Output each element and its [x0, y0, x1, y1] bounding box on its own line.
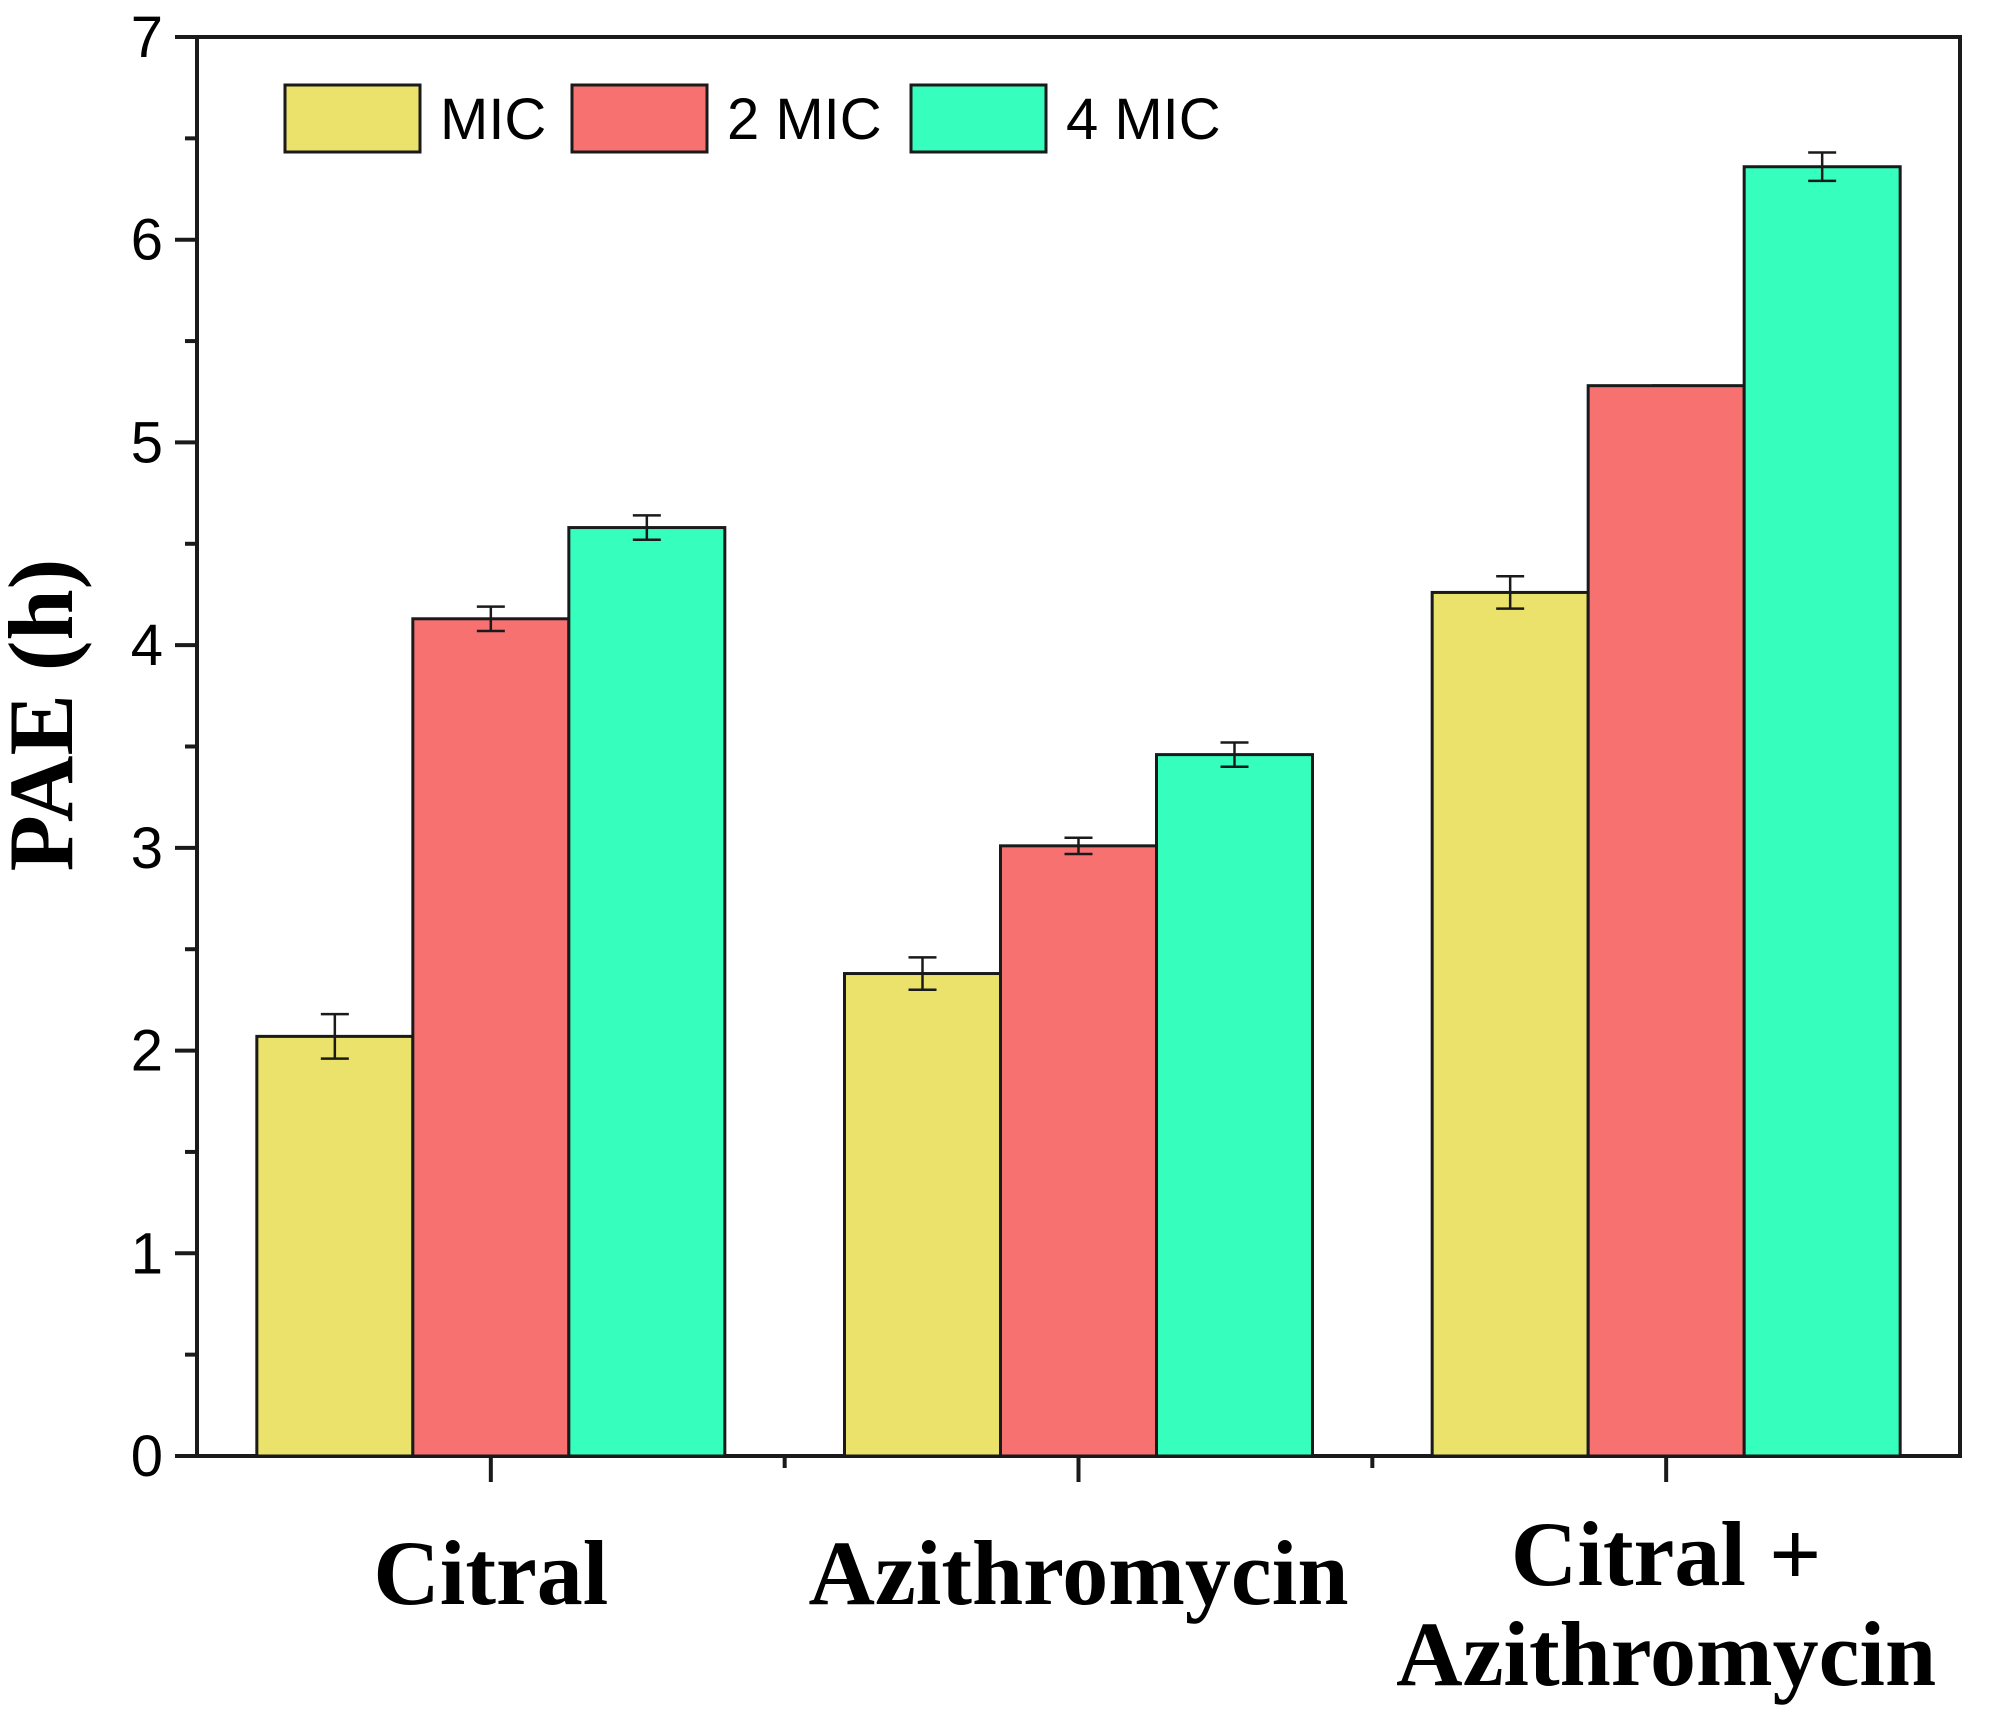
bar-2-mic: [999, 844, 1158, 1458]
y-tick-label: 7: [131, 5, 163, 70]
y-tick-label: 5: [131, 410, 163, 475]
y-tick-label: 3: [131, 816, 163, 881]
legend-swatch-mic: [283, 83, 422, 154]
x-category-label: Citral +: [1511, 1503, 1821, 1605]
bar-2-mic: [1586, 384, 1746, 1458]
bars: [255, 165, 1902, 1458]
bar-4-mic: [1742, 165, 1902, 1458]
x-axis: Citral Azithromycin Citral +Azithromycin: [373, 1456, 1936, 1705]
bar-2-mic: [411, 617, 571, 1458]
x-category-label: Azithromycin: [1396, 1603, 1936, 1705]
y-tick-label: 0: [131, 1424, 163, 1489]
x-category-label: Citral: [373, 1522, 608, 1624]
bar-mic: [255, 1034, 415, 1458]
y-tick-label: 6: [131, 208, 163, 273]
legend-swatch-4-mic: [909, 83, 1048, 154]
legend-label: 4 MIC: [1066, 87, 1221, 152]
legend-label: MIC: [440, 87, 546, 152]
y-axis: 0 1 2 3 4 5 6 7: [131, 5, 197, 1489]
x-category-label: Azithromycin: [808, 1522, 1348, 1624]
bar-4-mic: [1155, 753, 1314, 1458]
legend-swatch-2-mic: [570, 83, 709, 154]
y-tick-label: 1: [131, 1221, 163, 1286]
legend: MIC 2 MIC 4 MIC: [283, 83, 1221, 154]
bar-mic: [843, 972, 1002, 1458]
y-tick-label: 2: [131, 1019, 163, 1084]
y-tick-label: 4: [131, 613, 163, 678]
bar-4-mic: [567, 526, 727, 1458]
y-axis-title: PAE (h): [0, 559, 92, 872]
bar-mic: [1430, 590, 1590, 1458]
legend-label: 2 MIC: [727, 87, 882, 152]
error-bars: [320, 151, 1837, 1060]
